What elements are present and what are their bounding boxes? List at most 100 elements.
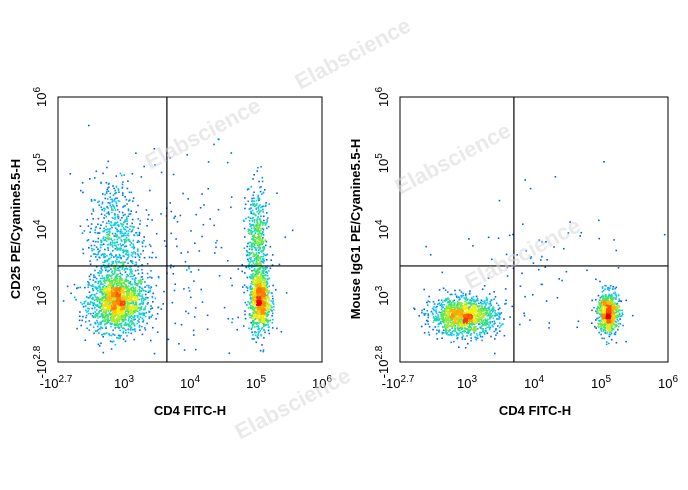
data-point — [120, 228, 122, 231]
data-point — [445, 328, 447, 331]
data-point — [597, 325, 599, 327]
data-point — [264, 305, 266, 307]
data-point — [437, 314, 439, 316]
data-point — [488, 306, 490, 309]
data-point — [616, 306, 619, 309]
data-point — [151, 219, 153, 221]
data-point — [256, 276, 258, 279]
data-point — [253, 319, 255, 322]
data-point — [261, 290, 263, 292]
data-point — [121, 279, 124, 281]
data-point — [118, 327, 120, 329]
data-point — [465, 328, 467, 330]
data-point — [253, 298, 255, 300]
data-point — [432, 301, 435, 303]
data-point — [260, 296, 263, 298]
data-point — [129, 228, 131, 230]
data-point — [262, 205, 265, 208]
data-point — [253, 239, 256, 241]
data-point — [129, 302, 131, 304]
data-point — [265, 314, 268, 317]
data-point — [139, 219, 142, 222]
data-point — [186, 269, 188, 271]
data-point — [101, 275, 104, 277]
data-point — [126, 296, 128, 298]
data-point — [427, 316, 429, 319]
data-point — [133, 303, 136, 306]
data-point — [494, 322, 496, 325]
data-point — [113, 213, 116, 215]
data-point — [263, 295, 265, 297]
data-point — [246, 289, 249, 292]
data-point — [263, 278, 266, 281]
data-point — [108, 307, 110, 309]
data-point — [140, 287, 143, 289]
data-point — [103, 210, 106, 212]
data-point — [126, 268, 129, 270]
data-point — [141, 300, 143, 302]
data-point — [97, 248, 99, 250]
data-point — [448, 325, 451, 328]
data-point — [151, 314, 154, 316]
data-point — [261, 327, 264, 329]
data-point — [254, 303, 257, 305]
data-point — [253, 299, 256, 302]
data-point — [454, 308, 456, 310]
data-point — [269, 304, 271, 307]
data-point — [231, 284, 233, 287]
data-point — [105, 181, 108, 184]
data-point — [413, 308, 416, 311]
data-point — [447, 323, 449, 325]
data-point — [95, 226, 97, 229]
data-point — [139, 307, 142, 309]
data-point — [448, 318, 450, 320]
data-point — [110, 277, 113, 279]
data-point — [122, 309, 124, 312]
data-point — [260, 304, 263, 306]
data-point — [480, 308, 482, 310]
data-point — [262, 285, 265, 287]
data-point — [492, 308, 494, 310]
data-point — [464, 324, 467, 327]
data-point — [98, 332, 100, 334]
data-point — [106, 244, 109, 246]
data-point — [117, 256, 119, 258]
data-point — [263, 272, 265, 275]
data-point — [475, 337, 478, 339]
data-point — [481, 288, 484, 290]
data-point — [195, 348, 197, 351]
data-point — [120, 313, 123, 315]
data-point — [488, 324, 490, 326]
data-point — [611, 302, 614, 304]
data-point — [106, 228, 109, 231]
data-point — [540, 283, 542, 286]
data-point — [123, 314, 126, 316]
data-point — [117, 224, 120, 226]
data-point — [116, 258, 118, 260]
data-point — [479, 314, 481, 316]
data-point — [545, 300, 548, 302]
data-point — [118, 270, 121, 272]
data-point — [614, 326, 616, 329]
data-point — [137, 239, 140, 242]
data-point — [487, 309, 490, 311]
data-point — [256, 315, 259, 318]
data-point — [141, 245, 144, 248]
data-point — [118, 283, 121, 285]
data-point — [101, 208, 103, 211]
data-point — [119, 324, 121, 326]
data-point — [471, 328, 474, 331]
data-point — [616, 310, 618, 313]
data-point — [445, 299, 448, 301]
data-point — [114, 305, 116, 307]
data-point — [474, 301, 477, 303]
data-point — [107, 276, 109, 278]
data-point — [100, 254, 103, 256]
data-point — [103, 320, 106, 322]
data-point — [178, 343, 180, 345]
data-point — [498, 312, 500, 314]
data-point — [260, 334, 262, 337]
data-point — [135, 296, 138, 298]
data-point — [262, 299, 265, 302]
data-point — [131, 275, 133, 278]
